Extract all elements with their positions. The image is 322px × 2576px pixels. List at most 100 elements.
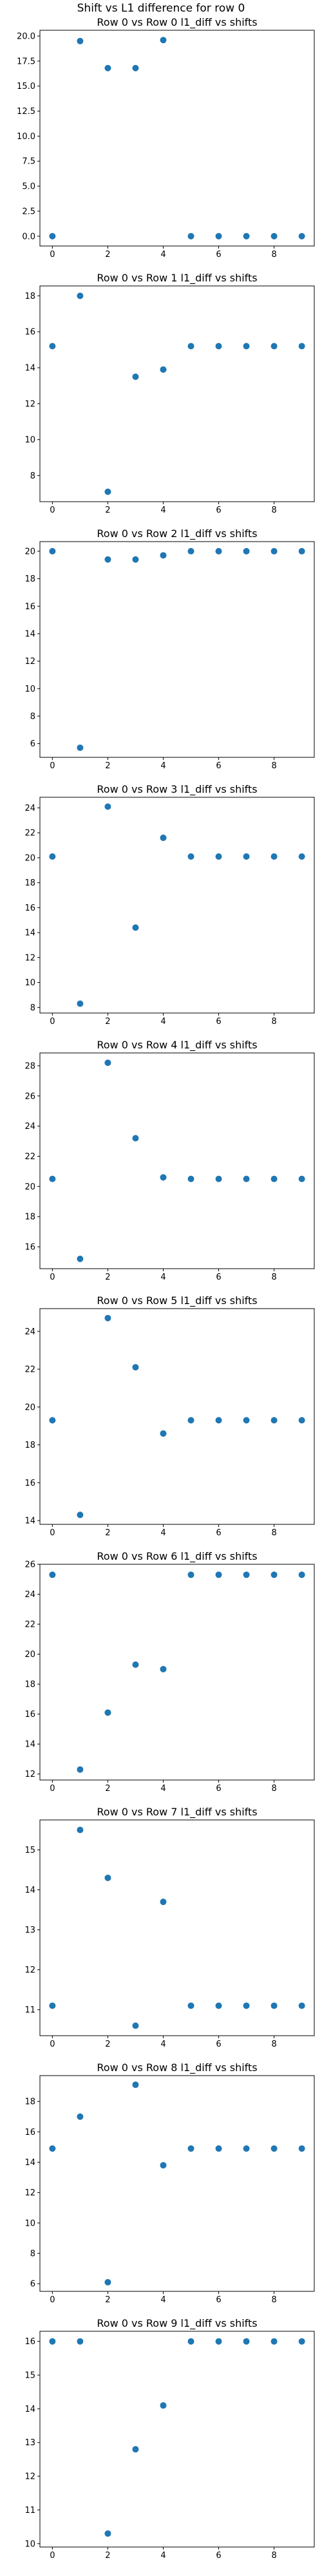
- x-tick-label: 8: [271, 761, 276, 771]
- data-point: [187, 2338, 194, 2345]
- data-point: [132, 924, 139, 931]
- data-point: [49, 853, 56, 860]
- y-tick-label: 22: [24, 829, 35, 838]
- data-point: [215, 2338, 222, 2345]
- data-point: [215, 232, 222, 240]
- x-tick-label: 2: [105, 506, 110, 515]
- data-point: [132, 2081, 139, 2088]
- y-tick-label: 16: [24, 2337, 35, 2347]
- data-point: [77, 1255, 84, 1262]
- data-point: [270, 1571, 278, 1578]
- y-tick-label: 16: [24, 1243, 35, 1253]
- y-tick-label: 16: [24, 1479, 35, 1488]
- data-point: [132, 1135, 139, 1142]
- data-point: [132, 64, 139, 71]
- data-point: [49, 343, 56, 350]
- data-point: [298, 547, 305, 554]
- data-point: [270, 232, 278, 240]
- data-point: [298, 2002, 305, 2009]
- subplot-title: Row 0 vs Row 7 l1_diff vs shifts: [97, 1806, 257, 1819]
- data-point: [298, 1175, 305, 1182]
- y-tick-label: 7.5: [22, 157, 35, 167]
- data-point: [243, 1417, 250, 1424]
- data-point: [270, 1417, 278, 1424]
- data-point: [298, 853, 305, 860]
- data-point: [104, 2278, 111, 2286]
- data-point: [49, 2145, 56, 2152]
- data-point: [270, 853, 278, 860]
- y-tick-label: 22: [24, 1365, 35, 1375]
- data-point: [77, 2338, 84, 2345]
- x-tick-label: 2: [105, 2295, 110, 2305]
- data-point: [298, 2338, 305, 2345]
- x-tick-label: 4: [160, 2295, 166, 2305]
- x-tick-label: 8: [271, 1017, 276, 1027]
- data-point: [298, 2145, 305, 2152]
- data-point: [160, 834, 167, 841]
- y-tick-label: 13: [24, 1926, 35, 1935]
- data-point: [104, 488, 111, 495]
- x-tick-label: 6: [216, 1017, 221, 1027]
- data-point: [132, 2446, 139, 2453]
- subplot-2: Row 0 vs Row 2 l1_diff vs shifts 0 2 4 6 8 6 8 1…: [24, 527, 315, 771]
- data-point: [187, 2145, 194, 2152]
- data-point: [160, 552, 167, 559]
- y-tick-label: 12: [24, 2188, 35, 2198]
- data-point: [160, 2402, 167, 2409]
- y-tick-label: 18: [24, 2098, 35, 2107]
- x-tick-label: 8: [271, 2551, 276, 2561]
- data-point: [243, 2002, 250, 2009]
- x-tick-label: 6: [216, 2551, 221, 2561]
- plot-frame: [39, 2331, 315, 2548]
- y-tick-label: 18: [24, 1213, 35, 1222]
- y-tick-label: 10: [24, 2539, 35, 2549]
- y-tick-label: 14: [24, 364, 35, 374]
- data-point: [104, 1314, 111, 1321]
- x-tick-label: 2: [105, 1017, 110, 1027]
- y-tick-label: 24: [24, 804, 35, 813]
- y-tick-label: 20: [24, 1182, 35, 1192]
- data-point: [77, 37, 84, 44]
- y-tick-label: 18: [24, 878, 35, 888]
- y-tick-label: 16: [24, 904, 35, 913]
- data-point: [215, 1175, 222, 1182]
- data-point: [49, 2002, 56, 2009]
- y-tick-label: 14: [24, 1517, 35, 1526]
- data-point: [270, 2145, 278, 2152]
- x-tick-label: 0: [50, 250, 55, 260]
- data-point: [77, 1000, 84, 1007]
- y-tick-label: 20: [24, 547, 35, 556]
- y-tick-label: 12: [24, 2472, 35, 2482]
- y-tick-label: 22: [24, 1620, 35, 1630]
- x-tick-label: 0: [50, 1528, 55, 1538]
- data-point: [270, 1175, 278, 1182]
- x-tick-label: 4: [160, 2551, 166, 2561]
- data-point: [243, 343, 250, 350]
- y-tick-label: 8: [30, 1003, 35, 1013]
- data-point: [49, 2338, 56, 2345]
- data-point: [104, 1059, 111, 1066]
- data-point: [132, 1661, 139, 1668]
- data-point: [243, 853, 250, 860]
- data-point: [104, 803, 111, 810]
- data-point: [132, 373, 139, 380]
- data-point: [77, 2113, 84, 2120]
- x-tick-label: 0: [50, 1017, 55, 1027]
- plot-frame: [39, 2075, 315, 2292]
- data-point: [215, 2002, 222, 2009]
- x-tick-label: 8: [271, 250, 276, 260]
- x-tick-label: 4: [160, 506, 166, 515]
- plot-frame: [39, 1052, 315, 1269]
- data-point: [77, 744, 84, 752]
- x-tick-label: 6: [216, 1273, 221, 1282]
- y-tick-label: 14: [24, 1740, 35, 1750]
- data-point: [160, 2162, 167, 2169]
- data-point: [187, 232, 194, 240]
- y-tick-label: 26: [24, 1560, 35, 1570]
- y-tick-label: 20: [24, 1650, 35, 1660]
- y-tick-label: 14: [24, 2405, 35, 2414]
- y-tick-label: 12.5: [17, 107, 35, 117]
